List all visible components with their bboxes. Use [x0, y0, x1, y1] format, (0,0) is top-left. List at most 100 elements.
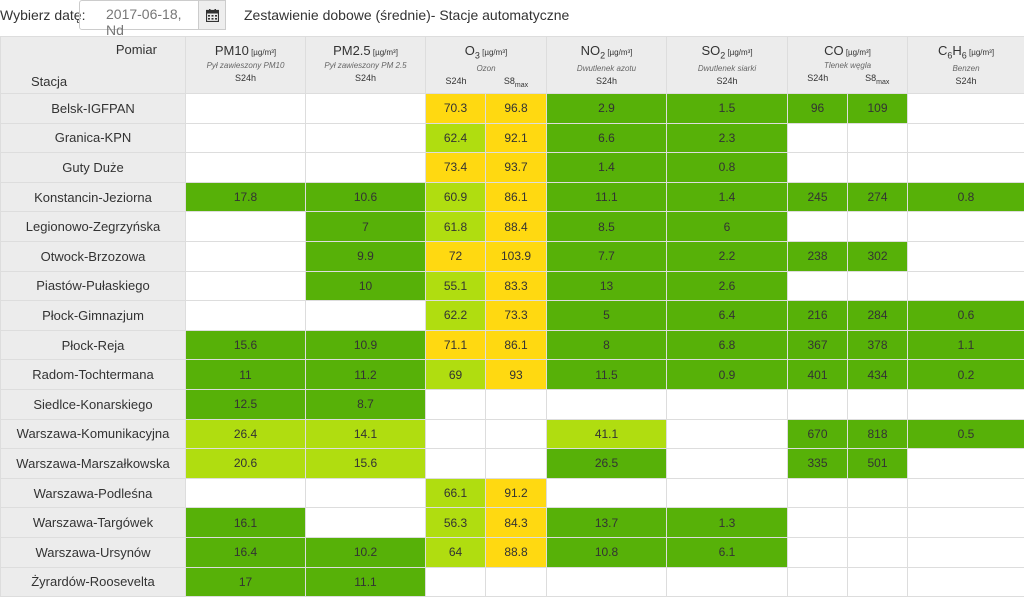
value-cell	[788, 508, 848, 538]
value-cell	[667, 419, 788, 449]
value-cell	[908, 478, 1024, 508]
value-cell: 64	[426, 537, 486, 567]
value-cell: 93	[486, 360, 547, 390]
station-name[interactable]: Piastów-Pułaskiego	[1, 271, 186, 301]
value-cell	[788, 153, 848, 183]
param-unit: [µg/m³]	[605, 48, 632, 57]
value-cell	[908, 449, 1024, 479]
value-cell: 73.3	[486, 301, 547, 331]
value-cell: 55.1	[426, 271, 486, 301]
station-name[interactable]: Otwock-Brzozowa	[1, 241, 186, 271]
value-cell: 6.8	[667, 330, 788, 360]
value-cell: 13.7	[547, 508, 667, 538]
value-cell: 93.7	[486, 153, 547, 183]
station-name[interactable]: Warszawa-Komunikacyjna	[1, 419, 186, 449]
station-name[interactable]: Guty Duże	[1, 153, 186, 183]
param-unit: [µg/m³]	[371, 48, 398, 57]
value-cell	[908, 271, 1024, 301]
value-cell	[547, 478, 667, 508]
station-name[interactable]: Legionowo-Zegrzyńska	[1, 212, 186, 242]
value-cell: 15.6	[306, 449, 426, 479]
date-input[interactable]: 2017-06-18, Nd	[79, 0, 199, 30]
station-name[interactable]: Płock-Gimnazjum	[1, 301, 186, 331]
station-name[interactable]: Warszawa-Podleśna	[1, 478, 186, 508]
value-cell: 62.4	[426, 123, 486, 153]
param-name: O3 [µg/m³]	[426, 43, 546, 61]
value-cell: 335	[788, 449, 848, 479]
station-name[interactable]: Konstancin-Jeziorna	[1, 182, 186, 212]
value-cell	[186, 94, 306, 124]
value-cell	[788, 478, 848, 508]
value-cell: 8.7	[306, 389, 426, 419]
station-name[interactable]: Żyrardów-Roosevelta	[1, 567, 186, 597]
value-cell: 17.8	[186, 182, 306, 212]
value-cell	[788, 389, 848, 419]
value-cell	[848, 212, 908, 242]
value-cell: 26.5	[547, 449, 667, 479]
value-cell: 84.3	[486, 508, 547, 538]
value-cell: 7	[306, 212, 426, 242]
date-label: Wybierz datę:	[0, 7, 85, 23]
param-name: CO [µg/m³]	[788, 43, 907, 58]
value-cell: 1.4	[667, 182, 788, 212]
station-name[interactable]: Płock-Reja	[1, 330, 186, 360]
value-cell	[486, 449, 547, 479]
value-cell: 302	[848, 241, 908, 271]
value-cell: 1.5	[667, 94, 788, 124]
station-name[interactable]: Belsk-IGFPAN	[1, 94, 186, 124]
value-cell	[186, 478, 306, 508]
value-cell: 6.1	[667, 537, 788, 567]
value-cell	[908, 153, 1024, 183]
value-cell: 109	[848, 94, 908, 124]
value-cell: 6.4	[667, 301, 788, 331]
value-cell: 86.1	[486, 330, 547, 360]
value-cell	[486, 419, 547, 449]
value-cell: 6	[667, 212, 788, 242]
value-cell: 71.1	[426, 330, 486, 360]
measurement-label: Pomiar	[116, 42, 157, 57]
station-name[interactable]: Radom-Tochtermana	[1, 360, 186, 390]
value-cell	[486, 389, 547, 419]
toolbar: Wybierz datę: 2017-06-18, Nd Zestawienie…	[0, 0, 1024, 34]
value-cell: 10.6	[306, 182, 426, 212]
param-description: Benzen	[908, 64, 1024, 73]
averaging-label: S24h	[426, 76, 486, 89]
station-name[interactable]: Siedlce-Konarskiego	[1, 389, 186, 419]
measurements-table: Pomiar Stacja PM10 [µg/m³]Pył zawieszony…	[0, 36, 1024, 597]
station-label: Stacja	[31, 74, 67, 89]
value-cell: 69	[426, 360, 486, 390]
station-name[interactable]: Warszawa-Marszałkowska	[1, 449, 186, 479]
value-cell: 11.5	[547, 360, 667, 390]
value-cell: 96	[788, 94, 848, 124]
value-cell: 88.8	[486, 537, 547, 567]
value-cell: 16.4	[186, 537, 306, 567]
value-cell	[848, 271, 908, 301]
param-unit: [µg/m³]	[480, 48, 507, 57]
value-cell: 7.7	[547, 241, 667, 271]
station-name[interactable]: Warszawa-Ursynów	[1, 537, 186, 567]
calendar-button[interactable]	[199, 0, 226, 30]
param-unit: [µg/m³]	[725, 48, 752, 57]
averaging-label: S24h	[788, 73, 848, 86]
value-cell: 41.1	[547, 419, 667, 449]
value-cell	[426, 419, 486, 449]
param-description: Dwutlenek azotu	[547, 64, 666, 73]
value-cell	[788, 271, 848, 301]
value-cell: 8	[547, 330, 667, 360]
value-cell	[788, 567, 848, 597]
param-name: C6H6 [µg/m³]	[908, 43, 1024, 61]
value-cell	[547, 389, 667, 419]
value-cell: 88.4	[486, 212, 547, 242]
value-cell: 92.1	[486, 123, 547, 153]
value-cell: 11.1	[306, 567, 426, 597]
value-cell: 20.6	[186, 449, 306, 479]
station-name[interactable]: Granica-KPN	[1, 123, 186, 153]
station-name[interactable]: Warszawa-Targówek	[1, 508, 186, 538]
